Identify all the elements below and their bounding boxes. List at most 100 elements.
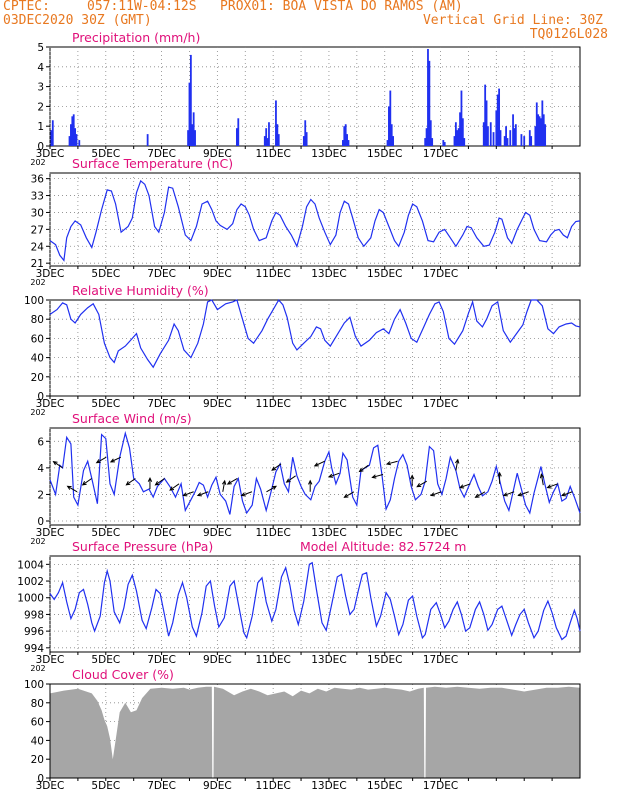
x-tick-label: 17DEC (423, 268, 458, 280)
precip-bar (492, 132, 495, 146)
wind-vector (52, 460, 63, 469)
x-tick-label: 11DEC (255, 268, 290, 280)
y-tick-label: 100 (24, 295, 44, 307)
y-tick-label: 3 (37, 82, 44, 94)
wind-vector (313, 460, 325, 467)
x-year-label: 202 (30, 664, 45, 673)
x-tick-label: 7DEC (147, 527, 176, 539)
precip-bar (346, 134, 348, 146)
wind-vector (385, 460, 398, 466)
wind-vector-shaft (82, 478, 92, 486)
wind-vector-head (358, 467, 364, 473)
wind-vector-head (221, 479, 227, 485)
wind-vector-head (169, 486, 175, 491)
precip-bar (456, 130, 459, 146)
wind-vector-shaft (155, 478, 165, 486)
wind-vector-shaft (169, 483, 180, 491)
wind-vector-head (371, 474, 377, 479)
wind-vector-head (502, 492, 508, 497)
precip-bar (523, 136, 526, 146)
y-tick-label: 100 (24, 679, 44, 691)
precip-bar (268, 122, 270, 146)
precip-bar (459, 112, 461, 146)
wind-vector-head (285, 478, 291, 483)
y-tick-label: 1002 (17, 576, 44, 588)
wind-vector (226, 478, 238, 485)
wind-vector-head (561, 492, 567, 497)
wind-vector-shaft (197, 491, 209, 497)
wind-vector-shaft (359, 464, 369, 472)
wind-vector-head (308, 479, 313, 485)
wind-vector (497, 471, 502, 484)
precip-bar (70, 124, 72, 146)
precip-bar (513, 128, 516, 146)
wind-vector-shaft (475, 491, 486, 498)
x-tick-label: 3DEC (36, 527, 65, 539)
x-tick-label: 15DEC (367, 398, 402, 410)
wind-vector-shaft (53, 461, 63, 469)
precip-bar (71, 116, 74, 146)
wind-vector-shaft (126, 478, 136, 486)
wind-vector (429, 491, 442, 497)
precip-bar (482, 122, 485, 146)
precip-bar (277, 134, 280, 146)
precip-bar (146, 134, 149, 146)
y-tick-label: 0 (37, 773, 44, 785)
precip-bar (347, 140, 350, 146)
header-station: 057:11W-04:12S PROX01: BOA VISTA DO RAMO… (87, 0, 463, 14)
x-tick-label: 15DEC (367, 527, 402, 539)
x-tick-label: 7DEC (147, 268, 176, 280)
x-tick-label: 15DEC (367, 654, 402, 666)
wind-vector-shaft (540, 474, 544, 486)
wind-vector-shaft (314, 460, 325, 467)
wind-vector-shaft (372, 474, 384, 478)
wind-vector (561, 491, 573, 497)
x-tick-label: 7DEC (147, 148, 176, 160)
precip-bar (463, 138, 466, 146)
wind-vector-shaft (96, 456, 107, 464)
precip-bar (424, 138, 427, 146)
wind-vector-shaft (328, 472, 340, 478)
plot-frame-4 (49, 555, 581, 653)
wind-vector-shaft (416, 480, 427, 488)
x-tick-label: 5DEC (91, 148, 120, 160)
wind-vector (327, 472, 340, 478)
wind-vector (502, 491, 515, 497)
precip-bar (235, 128, 238, 146)
wind-vector-head (409, 474, 415, 480)
precip-bar (498, 88, 501, 146)
wind-vector-shaft (459, 483, 471, 489)
precip-bar (540, 118, 542, 146)
plot-frame-0 (49, 46, 581, 147)
y-tick-label: 6 (37, 436, 44, 448)
wind-vector-head (226, 480, 232, 485)
precip-bar (192, 112, 195, 146)
wind-vector (371, 474, 384, 479)
x-tick-label: 13DEC (311, 398, 346, 410)
panel-title-4: Surface Pressure (hPa) (72, 539, 213, 554)
wind-vector-shaft (227, 478, 238, 485)
wind-vector-head (517, 492, 523, 497)
wind-vector (517, 491, 529, 497)
x-tick-label: 11DEC (255, 780, 290, 792)
precip-bar (487, 126, 489, 146)
precip-bar (343, 126, 346, 146)
precip-bar (78, 140, 81, 146)
wind-vector-head (497, 471, 502, 477)
wind-vector-head (343, 493, 349, 498)
precip-bar (537, 114, 540, 146)
precip-bar (535, 102, 538, 146)
wind-vector (266, 485, 277, 493)
wind-vector-shaft (518, 491, 529, 497)
wind-vector (95, 456, 107, 464)
precip-bar (541, 100, 544, 146)
wind-vector-shaft (183, 491, 194, 497)
x-tick-label: 17DEC (423, 398, 458, 410)
wind-vector-shaft (547, 483, 559, 489)
wind-vector (125, 478, 136, 486)
y-tick-label: 0 (37, 391, 44, 403)
precip-bar (188, 82, 191, 146)
precip-bar (460, 90, 463, 146)
x-tick-label: 15DEC (367, 268, 402, 280)
